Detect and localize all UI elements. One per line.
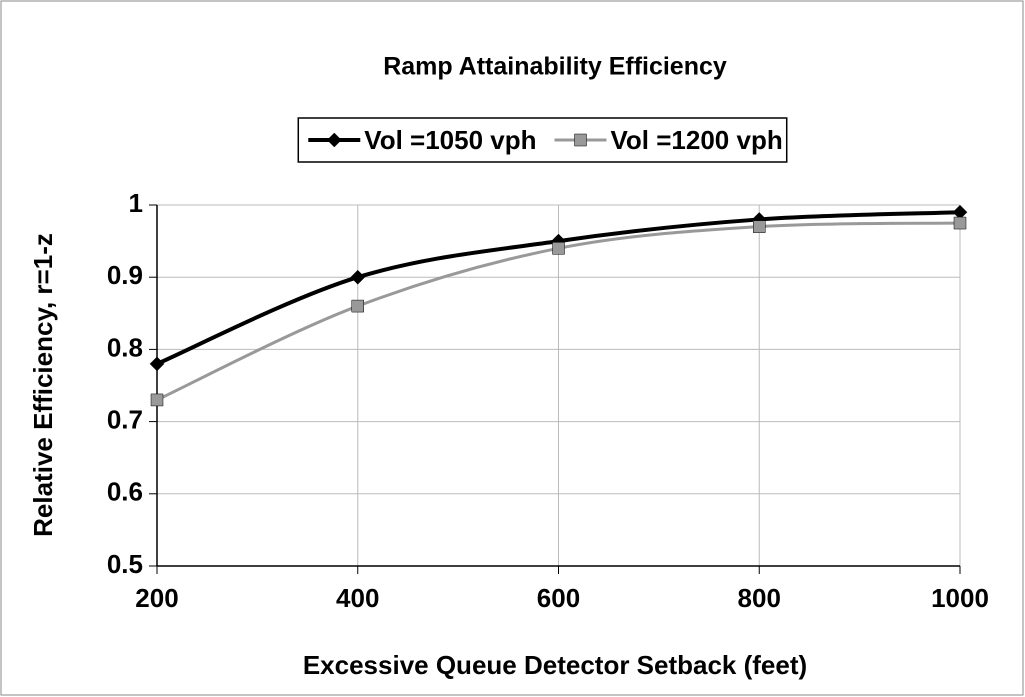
x-tick-label: 400: [336, 583, 379, 613]
marker: [351, 299, 364, 313]
legend-box: [297, 117, 788, 163]
x-tick-label: 600: [537, 583, 580, 613]
legend: Vol =1050 vph Vol =1200 vph: [297, 117, 788, 163]
y-tick-label: 0.6: [107, 477, 143, 507]
x-axis-label: Excessive Queue Detector Setback (feet): [303, 650, 807, 680]
y-tick-label: 0.5: [107, 549, 143, 579]
x-tick-label: 1000: [931, 583, 989, 613]
y-tick-label: 1: [129, 188, 143, 218]
marker: [350, 269, 366, 285]
y-tick-label: 0.9: [107, 260, 143, 290]
legend-label: Vol =1050 vph: [364, 125, 536, 155]
y-axis-label: Relative Efficiency, r=1-z: [28, 233, 58, 537]
marker: [753, 220, 766, 233]
marker: [149, 356, 165, 372]
x-tick-label: 200: [135, 583, 178, 613]
legend-label: Vol =1200 vph: [611, 125, 783, 155]
x-tick-label: 800: [738, 583, 781, 613]
y-tick-label: 0.7: [107, 404, 143, 434]
marker: [953, 216, 967, 230]
chart-title: Ramp Attainability Efficiency: [383, 53, 727, 81]
marker: [150, 393, 164, 407]
y-tick-label: 0.8: [107, 332, 143, 362]
marker: [574, 133, 587, 147]
marker: [326, 132, 342, 148]
marker: [552, 242, 565, 255]
